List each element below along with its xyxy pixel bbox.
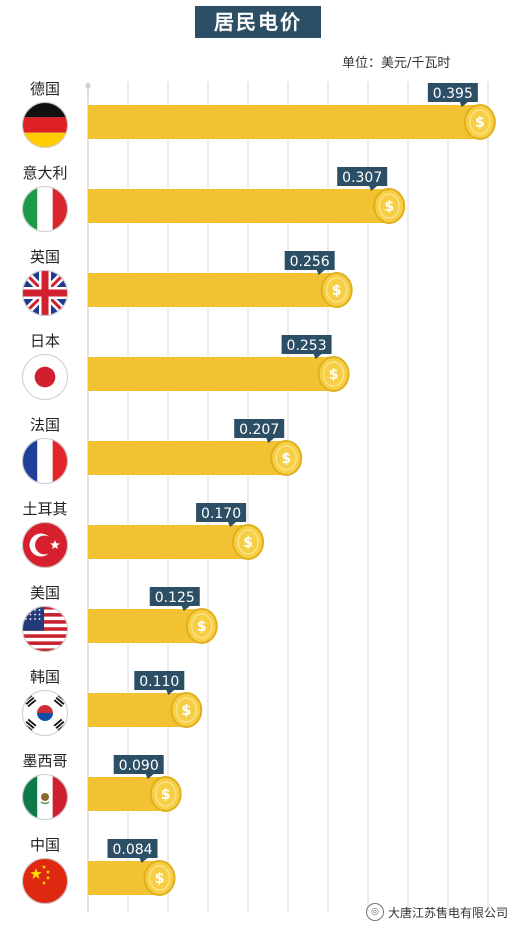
unit-label: 单位：美元/千瓦时 <box>342 56 451 71</box>
value-label: 0.207 <box>239 422 279 438</box>
value-label-pointer <box>166 690 175 695</box>
germany-flag <box>22 102 68 148</box>
value-label-pointer <box>139 858 148 863</box>
country-label: 德国 <box>30 80 60 98</box>
country-label: 土耳其 <box>22 500 67 518</box>
value-label: 0.395 <box>433 86 473 102</box>
korea-flag <box>22 690 68 736</box>
bar <box>88 609 200 643</box>
usa-flag <box>22 606 68 652</box>
coin-ring <box>148 865 171 891</box>
value-label-pointer <box>266 438 275 443</box>
coin-ring <box>275 445 297 471</box>
country-label: 英国 <box>30 248 60 266</box>
bar <box>88 441 285 475</box>
coin-ring <box>469 109 491 135</box>
axis-dot <box>85 83 91 89</box>
coin-ring <box>154 781 177 807</box>
value-label-box <box>134 671 185 690</box>
china-flag <box>22 858 68 904</box>
value-label: 0.125 <box>155 590 195 606</box>
dollar-sign-icon: $ <box>384 199 394 215</box>
coin-ring <box>322 361 345 387</box>
value-label-box <box>284 251 335 270</box>
dollar-sign-icon: $ <box>475 115 485 131</box>
country-label: 日本 <box>30 332 60 350</box>
value-label-box <box>113 755 164 774</box>
coin-ring <box>325 277 348 303</box>
value-label-pointer <box>369 186 378 191</box>
value-label: 0.084 <box>112 842 152 858</box>
turkey-flag <box>22 522 68 568</box>
dollar-sign-icon: $ <box>155 871 165 887</box>
bar <box>88 189 388 223</box>
bar <box>88 357 332 391</box>
country-label: 中国 <box>30 836 60 854</box>
value-label-box <box>234 419 285 438</box>
value-label: 0.307 <box>342 170 382 186</box>
bar <box>88 105 478 139</box>
mexico-flag <box>22 774 68 820</box>
value-label: 0.253 <box>287 338 327 354</box>
dollar-sign-icon: $ <box>243 535 253 551</box>
uk-flag <box>22 270 68 316</box>
dollar-sign-icon: $ <box>329 367 339 383</box>
dollar-sign-icon: $ <box>161 787 171 803</box>
value-label-pointer <box>228 522 237 527</box>
dollar-sign-icon: $ <box>332 283 342 299</box>
coin-ring <box>378 193 400 219</box>
chart-title: 居民电价 <box>195 6 321 38</box>
value-label-pointer <box>459 102 468 107</box>
dollar-sign-icon: $ <box>197 619 207 635</box>
bar <box>88 525 247 559</box>
watermark-text: 大唐江苏售电有限公司 <box>387 905 508 920</box>
value-label-box <box>196 503 247 522</box>
value-label-pointer <box>316 270 325 275</box>
country-label: 墨西哥 <box>22 752 67 770</box>
value-label-pointer <box>145 774 154 779</box>
coin-ring <box>175 697 198 723</box>
value-label: 0.110 <box>139 674 179 690</box>
bar <box>88 273 335 307</box>
value-label-box <box>107 839 158 858</box>
dollar-sign-icon: $ <box>181 703 191 719</box>
country-label: 意大利 <box>22 164 67 182</box>
value-label-box <box>149 587 200 606</box>
coin-ring <box>237 529 259 555</box>
france-flag <box>22 438 68 484</box>
dollar-sign-icon: $ <box>281 451 291 467</box>
value-label: 0.090 <box>119 758 159 774</box>
wechat-icon: ◎ <box>365 903 384 921</box>
coin-ring <box>191 613 213 639</box>
value-label-pointer <box>181 606 190 611</box>
japan-flag <box>22 354 68 400</box>
value-label-pointer <box>313 354 322 359</box>
value-label-box <box>337 167 388 186</box>
value-label: 0.170 <box>201 506 241 522</box>
value-label-box <box>427 83 478 102</box>
country-label: 美国 <box>30 584 60 602</box>
country-label: 韩国 <box>30 668 60 686</box>
bar <box>88 693 185 727</box>
watermark: ◎ 大唐江苏售电有限公司 <box>365 903 508 921</box>
italy-flag <box>22 186 68 232</box>
value-label-box <box>281 335 332 354</box>
country-label: 法国 <box>30 416 60 434</box>
value-label: 0.256 <box>290 254 330 270</box>
